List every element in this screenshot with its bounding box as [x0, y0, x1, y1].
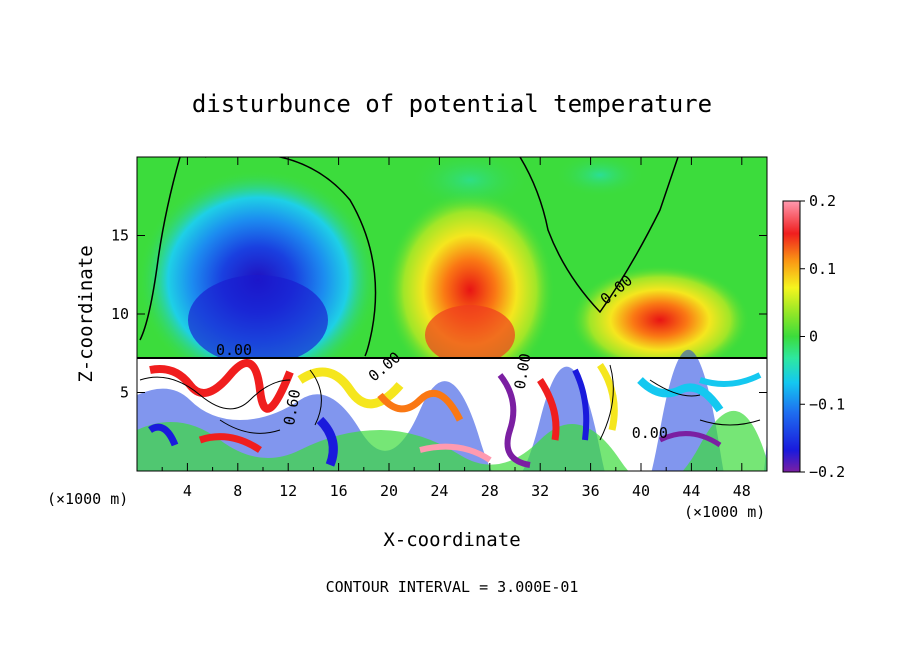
x-axis-label: X-coordinate — [383, 529, 520, 551]
chart-title: disturbunce of potential temperature — [192, 90, 712, 118]
colorbar-tick-label-0: 0.2 — [809, 192, 836, 210]
contour-label-2: 0.00 — [632, 424, 668, 442]
zero-contour-left — [139, 157, 181, 341]
x-tick-label-6: 28 — [481, 482, 499, 500]
colorbar-tick-label-3: −0.1 — [809, 395, 845, 413]
y-axis: 5 10 15 — [111, 227, 767, 402]
colorbar-gradient — [782, 200, 801, 473]
lower-contours — [139, 364, 761, 441]
x-tick-label-10: 44 — [682, 482, 700, 500]
x-tick-label-4: 20 — [380, 482, 398, 500]
lower-turbulence — [137, 349, 767, 471]
x-tick-label-5: 24 — [430, 482, 448, 500]
y-tick-label-2: 15 — [111, 227, 129, 245]
x-tick-label-9: 40 — [632, 482, 650, 500]
cold-core — [188, 275, 328, 365]
y-tick-label-1: 10 — [111, 305, 129, 323]
warm-core-1 — [425, 305, 515, 365]
contour-label-3: 0.00 — [216, 341, 252, 359]
contour-label-1: 0.60 — [280, 388, 304, 427]
x-tick-label-11: 48 — [733, 482, 751, 500]
zero-contour-valley — [519, 157, 679, 314]
x-tick-label-3: 16 — [330, 482, 348, 500]
warm-anomaly-2 — [570, 265, 750, 375]
y-axis-label: Z-coordinate — [75, 245, 97, 382]
cyan-patch-2 — [555, 157, 645, 197]
x-tick-label-8: 36 — [582, 482, 600, 500]
colorbar: 0.2 0.1 0 −0.1 −0.2 — [782, 192, 845, 481]
contour-interval: CONTOUR INTERVAL = 3.000E-01 — [326, 578, 579, 596]
colorbar-tick-label-4: −0.2 — [809, 463, 845, 481]
x-unit-left: (×1000 m) — [47, 490, 128, 508]
x-tick-label-1: 8 — [233, 482, 242, 500]
plot-area — [137, 157, 767, 471]
y-tick-label-0: 5 — [120, 384, 129, 402]
x-tick-label-2: 12 — [279, 482, 297, 500]
zero-contour-arch — [205, 157, 377, 357]
x-tick-label-7: 32 — [531, 482, 549, 500]
contour-label-5: 0.00 — [511, 352, 535, 391]
x-tick-label-0: 4 — [183, 482, 192, 500]
x-axis: 4 8 12 16 20 24 28 32 36 40 44 48 — [161, 157, 751, 500]
colorbar-tick-label-1: 0.1 — [809, 260, 836, 278]
x-unit-right: (×1000 m) — [684, 503, 765, 521]
cyan-patch — [410, 157, 530, 210]
colorbar-tick-label-2: 0 — [809, 328, 818, 346]
colorbar-ticks: 0.2 0.1 0 −0.1 −0.2 — [800, 192, 845, 481]
